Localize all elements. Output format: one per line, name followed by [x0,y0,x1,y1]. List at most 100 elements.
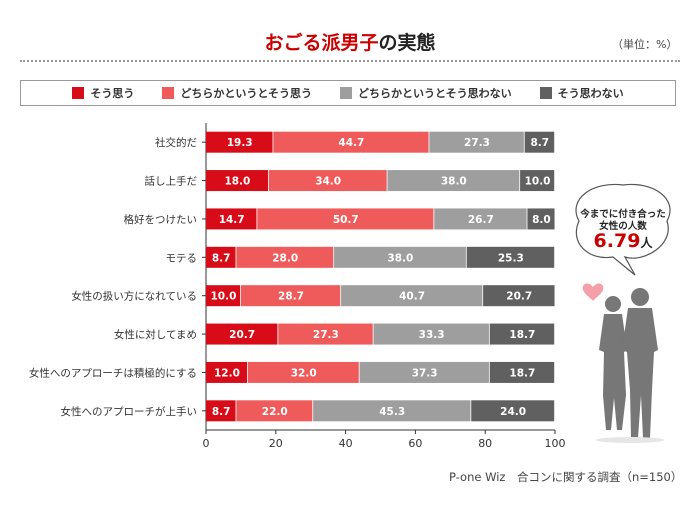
chart-title-highlight: おごる派男子 [264,32,379,54]
speech-balloon: 今までに付き合った 女性の人数 6.79人 [568,188,678,272]
category-label: モテる [166,252,198,264]
balloon-value: 6.79人 [568,230,678,252]
bar-segment [206,246,236,268]
x-tick-label: 20 [269,437,283,450]
bar-segment [273,131,429,153]
bar-segment [206,170,269,192]
woman-head-icon [605,296,621,312]
balloon-text-line2: 女性の人数 [599,221,647,232]
data-label: 26.7 [468,214,494,226]
bar-segment [434,208,527,230]
bar-segment [520,170,555,192]
data-label: 28.7 [278,291,304,303]
legend-item-1: そう思う [72,85,134,101]
data-label: 20.7 [506,291,532,303]
x-tick-label: 80 [478,437,492,450]
legend-swatch [162,87,175,99]
data-label: 37.3 [412,367,438,379]
bar-segment [466,246,555,268]
data-label: 18.0 [224,176,250,188]
heart-icon [582,283,604,301]
x-tick-label: 0 [203,437,210,450]
balloon-shape [575,183,671,276]
data-label: 20.7 [229,329,255,341]
bar-segment [387,170,520,192]
bar-segment [278,323,373,345]
legend-label: そう思わない [557,87,624,100]
chart-title-rest: の実態 [378,32,436,54]
bar-segment [206,131,273,153]
bar-segment [236,246,334,268]
data-label: 10.0 [210,291,236,303]
bar-segment [483,285,555,307]
category-label: 格好をつけたい [124,213,198,226]
data-label: 45.3 [379,406,405,418]
x-tick-label: 100 [545,437,566,450]
data-label: 19.3 [227,137,253,149]
category-label: 話し上手だ [145,175,198,188]
bar-segment [247,361,359,383]
data-label: 33.3 [419,329,445,341]
data-label: 50.7 [333,214,359,226]
data-label: 24.0 [500,406,526,418]
data-label: 22.0 [262,406,288,418]
bar-segment [257,208,434,230]
legend-label: どちらかというとそう思わない [358,87,512,100]
data-label: 38.0 [387,252,413,264]
data-label: 28.0 [272,252,298,264]
data-label: 8.7 [531,137,550,149]
bar-segment [489,361,555,383]
shadow-ellipse [596,437,664,443]
bar-segment [524,131,555,153]
data-label: 12.0 [214,367,240,379]
bar-segment [471,400,555,422]
category-label: 女性へのアプローチは積極的にする [29,366,197,379]
legend: そう思う どちらかというとそう思う どちらかというとそう思わない そう思わない [20,80,676,106]
bar-segment [206,400,236,422]
bar-segment [359,361,489,383]
legend-label: どちらかというとそう思う [180,87,312,100]
data-label: 14.7 [219,214,245,226]
source-note: P-one Wiz 合コンに関する調査（n=150） [449,470,683,484]
legend-item-2: どちらかというとそう思う [162,85,312,101]
data-label: 27.3 [313,329,339,341]
balloon-number: 6.79 [593,230,641,252]
data-label: 34.0 [315,176,341,188]
chart-title: おごる派男子の実態 [0,28,700,55]
legend-swatch [72,87,85,99]
bar-segment [268,170,387,192]
balloon-unit: 人 [640,236,653,250]
data-label: 10.0 [525,176,551,188]
data-label: 18.7 [509,367,535,379]
bar-segment [429,131,524,153]
bar-segment [206,323,278,345]
x-tick-label: 60 [408,437,422,450]
bar-segment [240,285,341,307]
bar-segment [373,323,489,345]
legend-item-4: そう思わない [539,85,624,101]
data-label: 8.0 [532,214,551,226]
x-tick-label: 40 [339,437,353,450]
bar-segment [313,400,471,422]
unit-label: （単位：%） [612,38,678,51]
bar-segment [206,361,248,383]
bar-segment [341,285,483,307]
legend-swatch [340,87,352,99]
woman-silhouette-icon [599,314,627,430]
category-label: 女性の扱い方になれている [71,290,197,303]
balloon-text-line1: 今までに付き合った [580,209,666,220]
data-label: 40.7 [399,291,425,303]
category-label: 女性へのアプローチが上手い [61,405,198,418]
title-divider [20,60,680,62]
legend-item-3: どちらかというとそう思わない [340,85,512,101]
data-label: 8.7 [212,406,231,418]
data-label: 27.3 [464,137,490,149]
legend-label: そう思う [90,87,135,100]
bar-segment [236,400,313,422]
category-label: 女性に対してまめ [114,328,197,341]
man-silhouette-icon [622,308,658,438]
data-label: 18.7 [509,329,535,341]
man-head-icon [631,288,649,306]
data-label: 8.7 [212,252,231,264]
data-label: 32.0 [291,367,317,379]
